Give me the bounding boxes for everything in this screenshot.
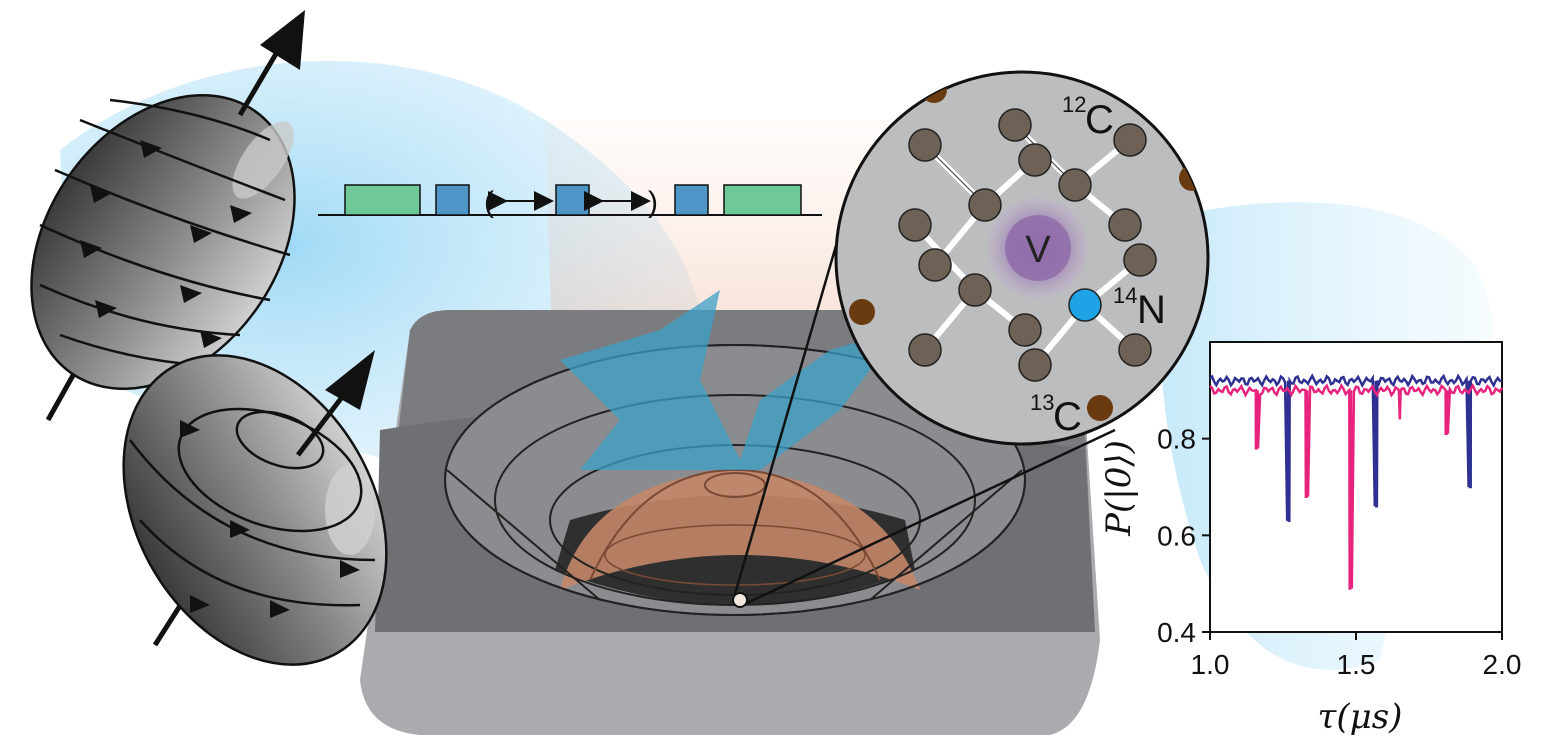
carbon13-atom (1087, 395, 1113, 421)
chart-x-tick-label: 1.0 (1191, 649, 1230, 680)
carbon13-mass: 13 (1030, 390, 1054, 415)
close-paren: ) (648, 186, 658, 219)
spin-sphere-bottom (122, 350, 388, 666)
carbon13-atom (849, 299, 875, 325)
carbon-atom (1123, 243, 1157, 277)
chart-series-line (1209, 373, 1503, 523)
zoom-line-right (746, 428, 1116, 605)
carbon-atom (1018, 348, 1052, 382)
open-paren: ( (484, 186, 494, 219)
pulse-sequence: ( ) (318, 184, 822, 219)
carbon12-mass: 12 (1062, 92, 1086, 117)
chart-ylabel: P(|0⟩) (1099, 440, 1139, 537)
carbon-atoms (898, 108, 1157, 382)
zoom-line-left (733, 224, 844, 595)
carbon-atom (918, 248, 952, 282)
vacancy-core (1005, 215, 1071, 281)
nv-site-marker (732, 592, 748, 608)
carbon-atom (1008, 313, 1042, 347)
carbon-atom (1118, 333, 1152, 367)
chart-series-line (1209, 382, 1504, 590)
carbon-atom (998, 108, 1032, 142)
spin-sphere-top (30, 10, 305, 422)
carbon-atom (968, 188, 1002, 222)
nanopillar-bowl (444, 344, 1026, 616)
carbon-atom (898, 208, 932, 242)
pulse-pi-2 (555, 184, 590, 216)
carbon-atom (1113, 123, 1147, 157)
pulse-pi2-left (344, 184, 421, 216)
lattice-zoom: V 12 C 14 N 13 C (834, 70, 1210, 446)
vacancy-label: V (1025, 229, 1051, 271)
chart-y-tick-label: 0.4 (1157, 617, 1196, 648)
carbon-atom (1108, 208, 1142, 242)
pulse-pi-1 (435, 184, 470, 216)
carbon-atom (1018, 143, 1052, 177)
chart-y-tick-label: 0.8 (1157, 424, 1196, 455)
chart-x-tick-label: 2.0 (1483, 649, 1522, 680)
chart-x-tick-label: 1.5 (1337, 649, 1376, 680)
carbon-atom (1058, 168, 1092, 202)
nitrogen-label: N (1137, 288, 1166, 332)
carbon13-label: C (1053, 395, 1082, 439)
carbon-atom (958, 273, 992, 307)
pulse-pi-3 (674, 184, 709, 216)
chart-y-tick-label: 0.6 (1157, 520, 1196, 551)
carbon-atom (908, 333, 942, 367)
carbon-atom (908, 128, 942, 162)
microwave-flare (560, 290, 900, 470)
chart-xlabel: τ(μs) (1318, 697, 1403, 737)
carbon13-atom (1179, 165, 1205, 191)
chart: 1.0 1.5 2.0 0.4 0.6 0.8 P(|0⟩) τ(μs) (1099, 341, 1522, 737)
nitrogen-atom (1068, 288, 1102, 322)
carbon12-label: C (1085, 98, 1114, 142)
nitrogen-mass: 14 (1113, 283, 1137, 308)
pulse-pi2-right (723, 184, 802, 216)
